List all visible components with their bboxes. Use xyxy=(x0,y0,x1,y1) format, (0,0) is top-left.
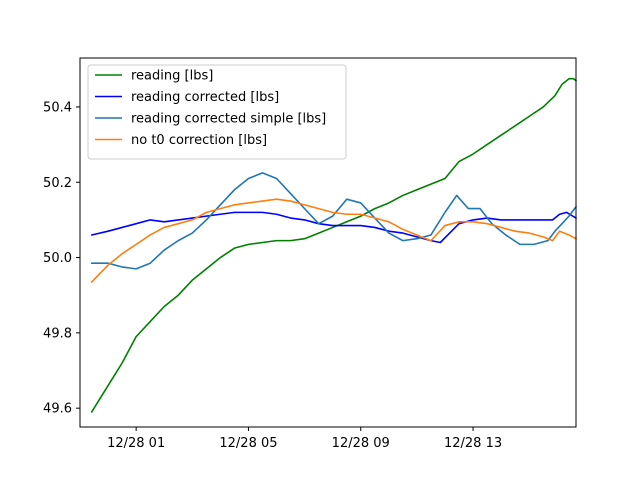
legend: reading [lbs] reading corrected [lbs] read… xyxy=(87,64,347,160)
legend-label-1: reading [lbs] xyxy=(131,69,213,84)
series-layer xyxy=(90,77,577,413)
x-tick-label: 12/28 05 xyxy=(219,436,277,451)
legend-box xyxy=(87,64,347,160)
y-tick-label: 50.0 xyxy=(43,251,72,266)
series-line-1 xyxy=(90,77,577,413)
x-tick-label: 12/28 09 xyxy=(332,436,390,451)
y-tick-label: 49.6 xyxy=(43,402,72,417)
series-line-2 xyxy=(90,211,577,244)
x-tick-label: 12/28 13 xyxy=(444,436,502,451)
series-line-3 xyxy=(90,172,577,270)
y-tick-label: 50.4 xyxy=(43,100,72,115)
plot-frame xyxy=(79,57,577,428)
x-tick-label: 12/28 01 xyxy=(107,436,165,451)
y-tick-label: 49.8 xyxy=(43,326,72,341)
legend-label-3: reading corrected simple [lbs] xyxy=(131,112,326,127)
series-line-4 xyxy=(90,198,577,283)
y-tick-label: 50.2 xyxy=(43,176,72,191)
legend-label-4: no t0 correction [lbs] xyxy=(131,133,267,148)
legend-label-2: reading corrected [lbs] xyxy=(131,90,279,105)
axis-layer: 12/28 01 12/28 05 12/28 09 12/28 13 49.6 49.8… xyxy=(43,100,502,451)
